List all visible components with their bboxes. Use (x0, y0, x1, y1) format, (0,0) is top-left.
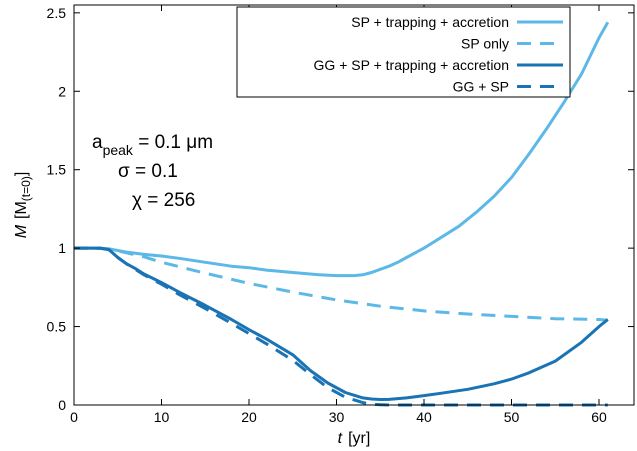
annotation-a-value: = 0.1 μm (133, 132, 213, 153)
y-axis-label: M [M(t=0)] (13, 172, 33, 239)
x-tick-label: 50 (504, 409, 520, 425)
annotation-a-subscript: peak (103, 142, 134, 158)
series-line-2 (74, 246, 608, 322)
legend-entries: SP + trapping + accretion SP only GG + SP … (314, 14, 563, 95)
ticks-layer: 0 10 20 30 40 50 60 0 0.5 1 1.5 2 2.5 (47, 5, 634, 425)
annotation-sigma: σ = 0.1 (118, 161, 178, 182)
y-tick-label: 2 (58, 83, 66, 99)
y-tick-label: 1.5 (47, 162, 67, 178)
series-line-1 (74, 21, 610, 278)
series-line-3 (74, 246, 609, 401)
legend: SP + trapping + accretion SP only GG + SP … (236, 6, 571, 98)
annotation-chi: χ = 256 (132, 190, 195, 211)
series-line-4 (74, 246, 608, 407)
legend-label-3: GG + SP + trapping + accretion (314, 57, 509, 73)
y-axis-unit-open: [M (13, 201, 30, 219)
x-tick-label: 30 (329, 409, 345, 425)
x-axis-symbol: t (338, 430, 343, 447)
plot-frame (73, 4, 635, 406)
annotation-a-symbol: a (92, 132, 103, 153)
x-axis-unit: [yr] (348, 430, 370, 447)
y-tick-label: 0 (58, 397, 66, 413)
x-tick-label: 0 (70, 409, 78, 425)
legend-label-1: SP + trapping + accretion (351, 14, 509, 30)
annotation-a-peak: apeak = 0.1 μm (92, 132, 213, 158)
legend-label-2: SP only (461, 36, 509, 52)
x-tick-label: 20 (241, 409, 257, 425)
legend-label-4: GG + SP (453, 79, 509, 95)
x-axis-label: t [yr] (338, 430, 371, 447)
y-axis-unit-close: ] (13, 172, 30, 176)
legend-box (236, 6, 571, 98)
x-tick-label: 40 (416, 409, 432, 425)
y-tick-label: 1 (58, 240, 66, 256)
y-tick-label: 2.5 (47, 5, 67, 21)
parameter-annotations: apeak = 0.1 μm σ = 0.1 χ = 256 (92, 132, 213, 211)
y-axis-unit-sub: (t=0) (19, 176, 33, 201)
y-axis-symbol: M (13, 224, 30, 238)
x-tick-label: 60 (591, 409, 607, 425)
series-layer (74, 21, 610, 407)
x-tick-label: 10 (154, 409, 170, 425)
y-tick-label: 0.5 (47, 319, 67, 335)
